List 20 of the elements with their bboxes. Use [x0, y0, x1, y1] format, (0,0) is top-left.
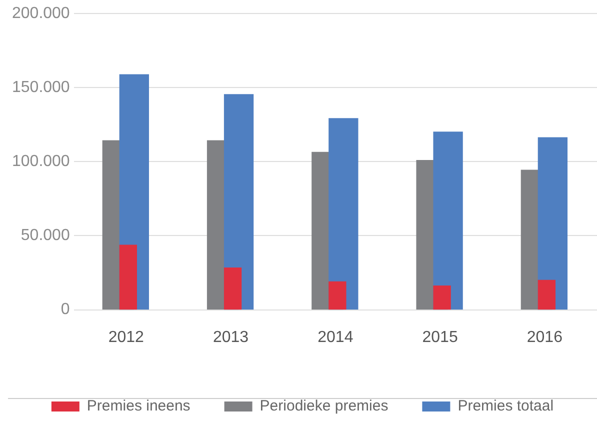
y-tick-label: 100.000	[12, 153, 70, 170]
bar	[433, 285, 451, 310]
bar	[328, 281, 346, 310]
legend-label: Premies ineens	[86, 398, 190, 415]
y-tick-label: 150.000	[12, 79, 70, 96]
x-tick-label: 2016	[526, 328, 563, 346]
x-tick-label: 2014	[318, 328, 354, 346]
bar	[433, 132, 463, 310]
bar	[119, 244, 137, 310]
x-tick-label: 2012	[108, 328, 144, 346]
x-tick-label: 2015	[422, 328, 458, 346]
y-tick-label: 200.000	[12, 5, 70, 22]
y-tick-label: 0	[60, 301, 70, 318]
bar	[328, 118, 358, 310]
legend-label: Premies totaal	[458, 398, 554, 415]
legend-label: Periodieke premies	[260, 398, 388, 415]
x-tick-label: 2013	[212, 328, 249, 346]
bar	[224, 268, 242, 310]
bar	[538, 280, 556, 310]
y-tick-label: 50.000	[20, 227, 70, 244]
